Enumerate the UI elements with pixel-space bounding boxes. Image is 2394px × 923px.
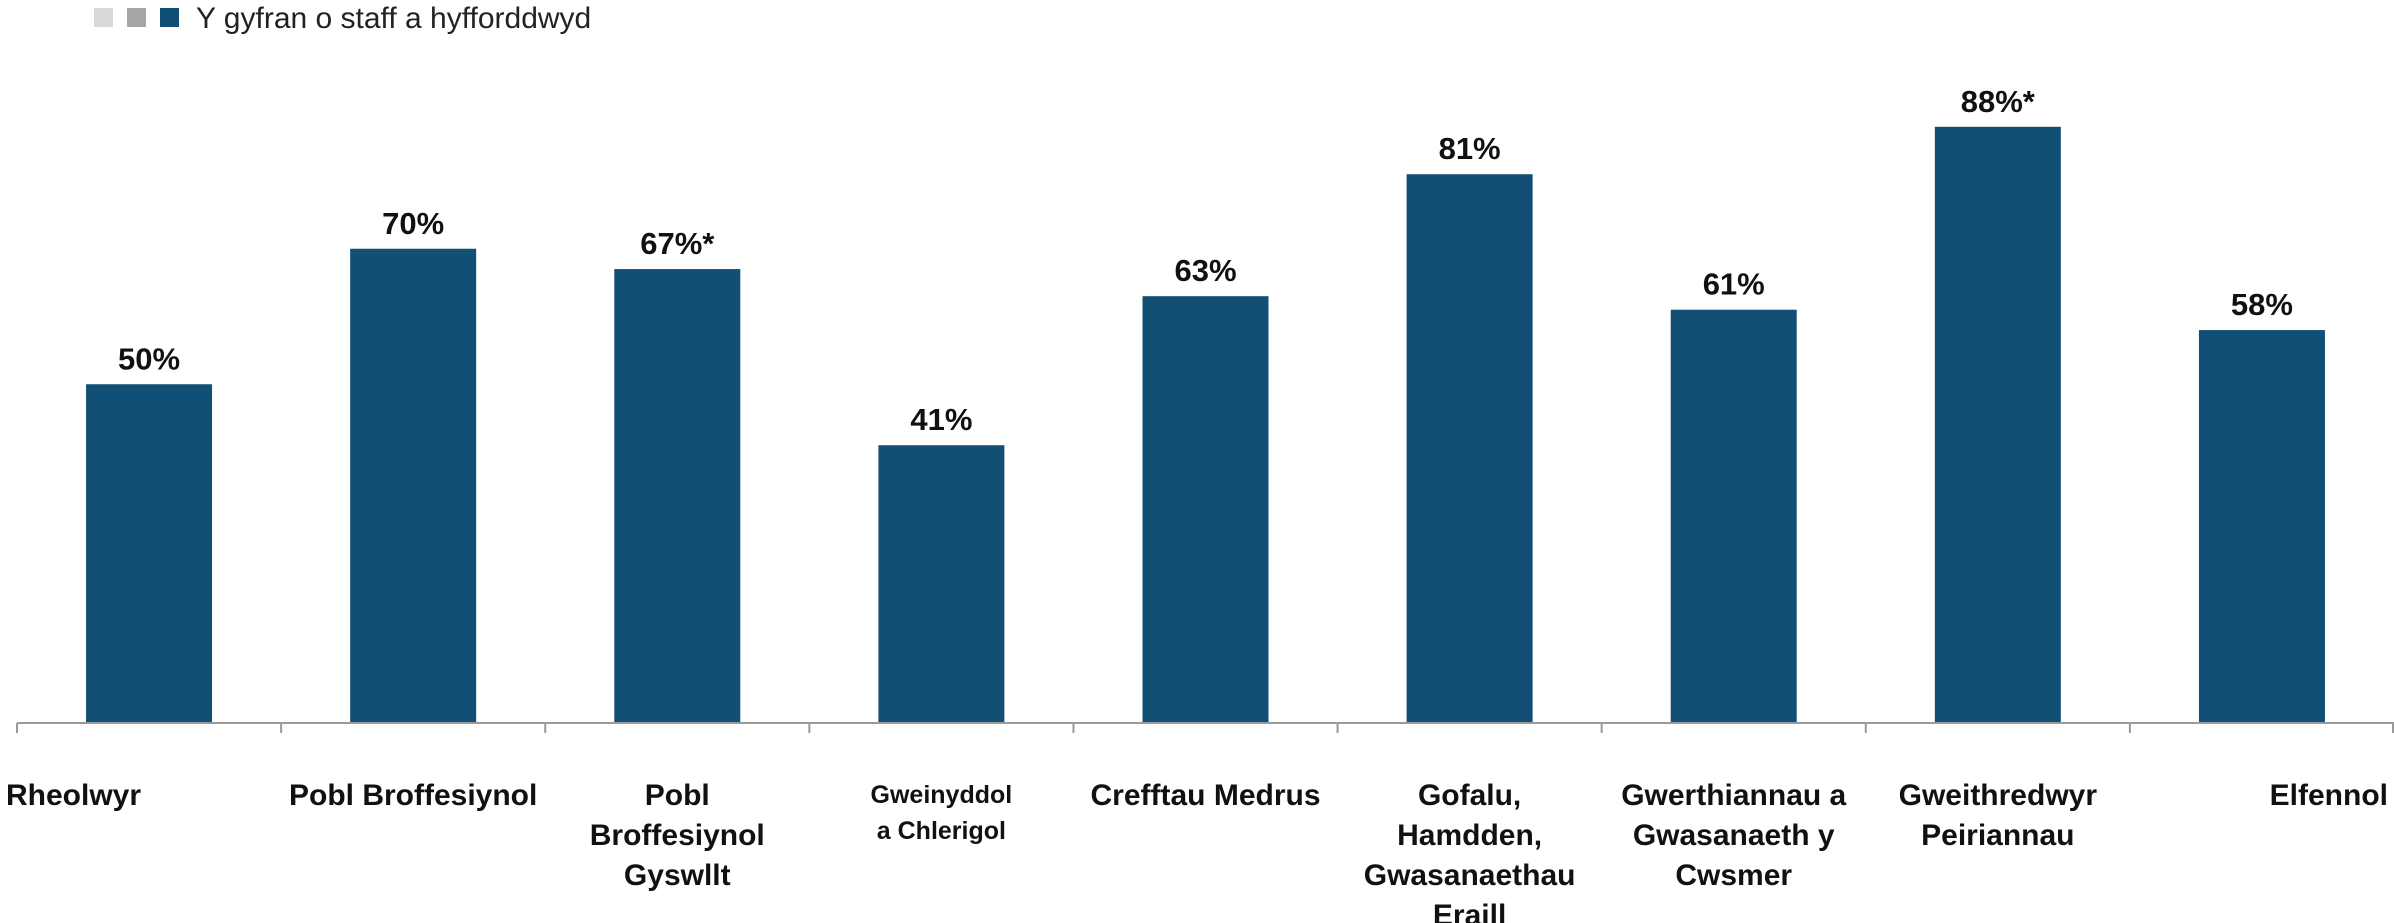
bar xyxy=(614,269,741,723)
x-axis xyxy=(16,722,2394,733)
x-tick-label: Rheolwyr xyxy=(6,779,141,812)
data-label: 41% xyxy=(910,402,972,437)
data-label: 70% xyxy=(382,206,444,241)
bar xyxy=(2198,330,2325,723)
x-tick-label: Pobl Broffesiynol Gyswllt xyxy=(590,779,765,892)
bar xyxy=(878,445,1005,723)
legend-swatch xyxy=(94,8,113,27)
bars xyxy=(86,126,2325,724)
legend: Y gyfran o staff a hyfforddwyd xyxy=(94,2,591,35)
bar xyxy=(350,248,477,723)
data-label: 88%* xyxy=(1961,84,2036,119)
x-tick-label: Pobl Broffesiynol xyxy=(289,779,537,812)
bar xyxy=(1670,309,1797,723)
category-labels: Rheolwyr Pobl Broffesiynol Pobl Broffesiyno… xyxy=(6,779,2388,923)
bar xyxy=(1934,126,2061,724)
bar xyxy=(1142,296,1269,723)
data-label: 61% xyxy=(1703,267,1765,302)
legend-label: Y gyfran o staff a hyfforddwyd xyxy=(196,2,591,35)
data-label: 81% xyxy=(1439,131,1501,166)
bar xyxy=(86,384,213,723)
x-tick-label: Crefftau Medrus xyxy=(1090,779,1320,812)
x-tick-label: Gweinyddol a Chlerigol xyxy=(871,781,1013,845)
data-label: 63% xyxy=(1174,253,1236,288)
x-tick-label: Gwerthiannau a Gwasanaeth y Cwsmer xyxy=(1621,779,1846,892)
x-tick-label: Gofalu, Hamdden, Gwasanaethau Eraill xyxy=(1364,779,1576,923)
legend-swatch xyxy=(127,8,146,27)
x-tick-label: Elfennol xyxy=(2270,779,2388,812)
data-label: 50% xyxy=(118,341,180,376)
data-label: 67%* xyxy=(640,226,715,261)
bar xyxy=(1406,174,1533,724)
x-tick-label: Gweithredwyr Peiriannau xyxy=(1899,779,2098,852)
data-labels: 50% 70% 67%* 41% 63% 81% 61% 88%* 58% xyxy=(118,84,2293,437)
data-label: 58% xyxy=(2231,287,2293,322)
legend-swatch xyxy=(160,8,179,27)
